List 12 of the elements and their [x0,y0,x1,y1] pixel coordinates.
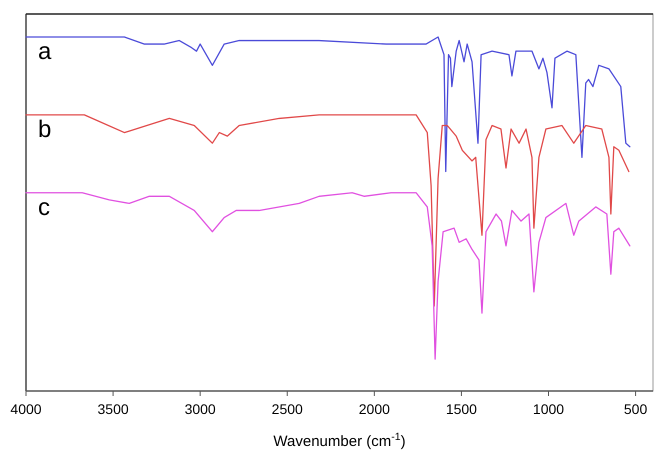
x-tick-label: 1000 [532,401,564,417]
x-tick-label: 4000 [10,401,42,417]
x-axis-title: Wavenumber (cm$^{-1}$) [273,431,406,450]
x-tick-label: 1500 [446,401,478,417]
series-label: a [38,38,52,65]
series-label: b [38,116,52,143]
x-tick-label: 3000 [184,401,216,417]
x-tick-label: 2000 [358,401,390,417]
x-tick-label: 500 [624,401,648,417]
x-tick-label: 3500 [98,401,129,417]
series-label: c [38,194,50,221]
x-tick-label: 2500 [272,401,304,417]
